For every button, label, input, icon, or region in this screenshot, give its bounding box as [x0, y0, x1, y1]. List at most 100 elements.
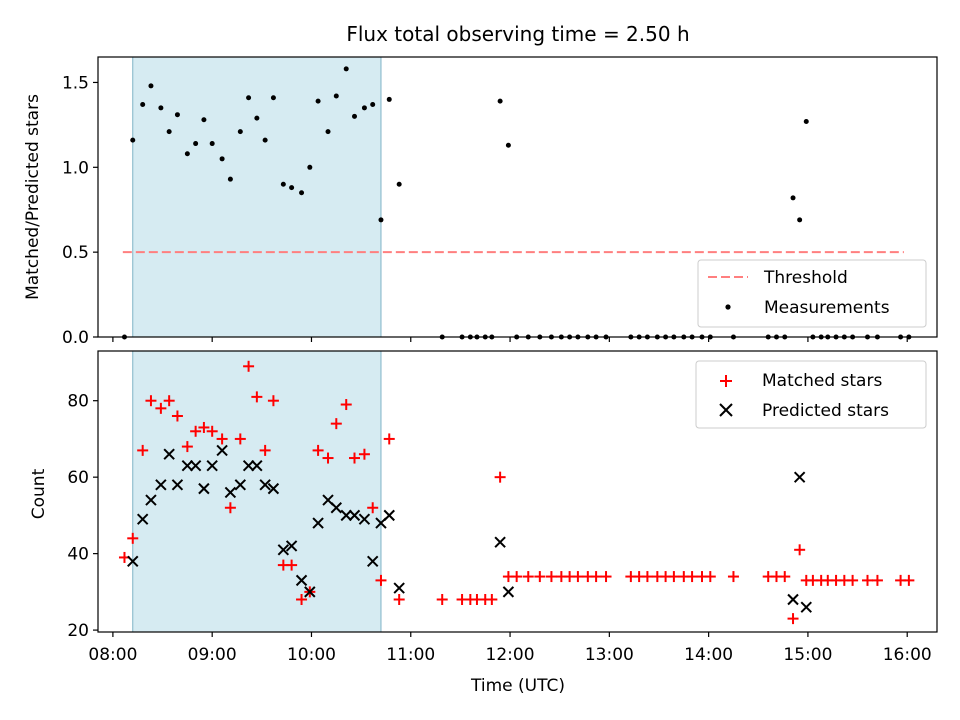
matched-star-point [340, 399, 352, 411]
measurement-point [307, 164, 313, 170]
predicted-star-point [494, 536, 506, 548]
predicted-star-mark-b [494, 536, 506, 548]
predicted-star-mark-b [171, 479, 184, 491]
predicted-star-mark-b [322, 494, 334, 506]
matched-star-point [348, 452, 360, 464]
y-tick-label: 20 [67, 621, 89, 641]
measurement-point [790, 195, 796, 201]
x-tick-label: 09:00 [188, 645, 237, 665]
measurement-point [289, 185, 295, 191]
predicted-star-mark-b [251, 459, 263, 472]
predicted-star-point [277, 544, 290, 556]
matched-star-point [861, 574, 873, 586]
matched-star-point [871, 574, 883, 586]
matched-star-point [267, 395, 279, 407]
predicted-star-mark-b [224, 486, 237, 499]
matched-star-point [224, 502, 236, 514]
matched-star-point [393, 594, 405, 606]
matched-star-point [251, 391, 263, 403]
predicted-star-mark-b [285, 540, 298, 552]
matched-star-point [367, 502, 379, 514]
predicted-star-mark-b [348, 509, 361, 522]
x-tick-label: 12:00 [486, 645, 535, 665]
threshold-legend-label: Threshold [763, 268, 848, 288]
predicted-star-point [127, 555, 139, 567]
predicted-star-mark-b [216, 444, 228, 457]
ratio-y-ticks: 0.0 0.5 1.0 1.5 [62, 73, 98, 348]
matched-star-point [259, 444, 271, 456]
measurement-point [227, 176, 233, 182]
matched-star-point [704, 571, 716, 583]
predicted-star-point [181, 459, 194, 472]
measurement-point [158, 105, 164, 111]
predicted-star-point [259, 479, 271, 491]
measurement-point [370, 102, 376, 108]
y-tick-label: 1.5 [62, 73, 89, 93]
matched-star-point [494, 471, 506, 483]
measurement-point [315, 98, 321, 104]
measurement-point [270, 95, 276, 101]
ratio-y-axis-label: Matched/Predicted stars [23, 94, 43, 300]
predicted-star-point [171, 479, 184, 491]
measurements-legend-swatch [725, 304, 731, 310]
measurement-point [505, 142, 511, 148]
matched-star-point [794, 544, 806, 556]
predicted-star-mark-b [145, 494, 157, 506]
matched-star-point [534, 571, 546, 583]
ratio-legend-box [697, 259, 927, 328]
predicted-star-mark-b [383, 509, 395, 522]
matched-star-point [234, 433, 246, 445]
count-panel: 20 40 60 80 08:00 09:00 10:00 11:00 12:00 13:00 1… [29, 350, 938, 696]
x-tick-label: 15:00 [783, 645, 832, 665]
matched-star-point [511, 571, 523, 583]
matched-star-point [322, 452, 334, 464]
predicted-star-point [163, 448, 175, 460]
measurement-point [237, 129, 243, 135]
measurement-point [378, 217, 384, 223]
matched-star-point [145, 395, 157, 407]
predicted-star-point [787, 593, 799, 606]
x-tick-label: 10:00 [287, 645, 336, 665]
matched-star-point [590, 571, 602, 583]
predicted-star-point [155, 479, 167, 491]
matched-star-point [198, 421, 210, 433]
predicted-star-mark-b [155, 479, 167, 491]
predicted-star-mark-b [793, 471, 806, 483]
matched-star-point [216, 433, 228, 445]
measurement-point [361, 105, 367, 111]
y-tick-label: 80 [67, 392, 89, 412]
matched-star-point [312, 444, 324, 456]
x-tick-label: 11:00 [386, 645, 435, 665]
predicted-star-mark-b [340, 509, 352, 522]
predicted-star-point [267, 482, 280, 495]
predicted-star-mark-b [800, 601, 812, 613]
matched-star-point [181, 441, 193, 453]
predicted-star-mark-b [358, 513, 371, 525]
x-tick-label: 08:00 [88, 645, 137, 665]
measurement-point [343, 66, 349, 72]
matched-star-point [641, 571, 653, 583]
predicted-star-point [348, 509, 361, 522]
predicted-star-mark-b [393, 582, 405, 594]
predicted-legend-swatch [719, 403, 733, 417]
measurement-point [803, 118, 809, 124]
measurement-point [497, 98, 503, 104]
predicted-star-mark-b [242, 459, 255, 472]
measurement-point [299, 190, 305, 196]
matched-star-point [903, 574, 915, 586]
count-y-axis-label: Count [29, 468, 49, 519]
predicted-star-point [198, 482, 210, 495]
measurement-point [797, 217, 803, 223]
y-tick-label: 60 [67, 468, 89, 488]
measurement-point [280, 181, 286, 187]
matched-star-point [137, 444, 149, 456]
predicted-star-point [234, 479, 247, 491]
predicted-star-point [366, 555, 379, 567]
predicted-legend-label: Predicted stars [762, 401, 889, 421]
predicted-star-mark-b [304, 586, 316, 598]
ratio-shaded-span [132, 56, 382, 338]
measurement-point [166, 129, 172, 135]
matched-star-point [171, 410, 183, 422]
predicted-star-point [285, 540, 298, 552]
measurement-point [184, 151, 190, 157]
